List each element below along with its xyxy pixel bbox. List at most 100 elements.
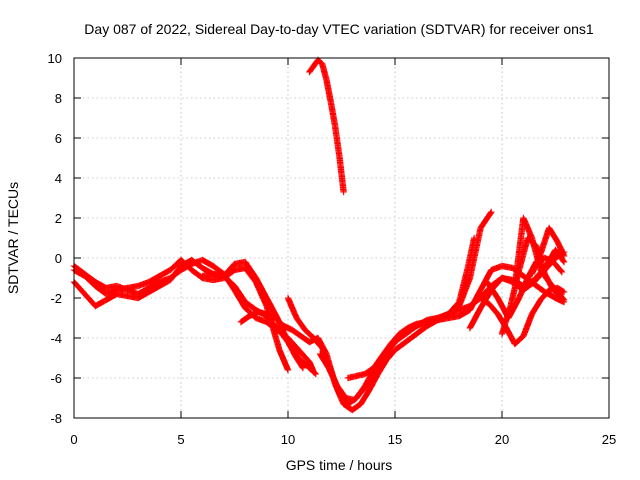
y-tick-label: -8 <box>50 411 62 426</box>
data-point-segment <box>220 272 237 289</box>
data-point-segment <box>537 266 552 285</box>
data-series-track-15 <box>306 56 347 196</box>
data-point-segment <box>520 312 535 340</box>
data-point-segment <box>349 401 363 414</box>
data-point-segment <box>237 313 252 326</box>
data-point-segment <box>81 270 98 285</box>
y-tick-label: 4 <box>55 171 62 186</box>
data-point-segment <box>145 283 162 296</box>
data-point-segment <box>357 387 372 408</box>
y-tick-label: -2 <box>50 291 62 306</box>
data-point <box>340 188 347 196</box>
data-point-segment <box>135 285 151 298</box>
y-tick-label: 0 <box>55 251 62 266</box>
data-point-segment <box>199 256 216 269</box>
data-point-segment <box>327 98 339 128</box>
data-point-segment <box>289 326 304 339</box>
y-tick-label: 2 <box>55 211 62 226</box>
y-tick-label: -4 <box>50 331 62 346</box>
data-point-segment <box>351 387 366 404</box>
data-point <box>560 296 568 304</box>
y-axis-label: SDTVAR / TECUs <box>5 182 21 294</box>
y-tick-label: 10 <box>48 51 62 66</box>
data-point-segment <box>284 338 302 361</box>
axis-ticks: 0 5 10 15 20 25 -8 -6 -4 -2 0 2 4 6 8 10 <box>48 51 617 447</box>
x-tick-label: 20 <box>495 432 509 447</box>
data-point-segment <box>456 307 472 320</box>
data-point-segment <box>314 56 325 67</box>
data-point-segment <box>528 252 544 278</box>
x-tick-label: 25 <box>602 432 616 447</box>
data-point-segment <box>552 246 567 265</box>
x-tick-label: 10 <box>281 432 295 447</box>
data-point-segment <box>368 361 383 382</box>
data-point-segment <box>242 298 259 313</box>
data-point-segment <box>550 258 565 275</box>
data-point-segment <box>336 152 347 194</box>
data-point-segment <box>554 238 567 258</box>
data-point-segment <box>391 339 408 354</box>
data-point-segment <box>545 224 561 245</box>
data-point-segment <box>274 324 291 345</box>
data-point-segment <box>306 63 317 76</box>
data-point-segment <box>466 226 484 282</box>
data-point-segment <box>515 276 531 302</box>
data-point-segment <box>396 327 411 340</box>
x-axis-label: GPS time / hours <box>286 457 393 473</box>
data-point-segment <box>464 236 478 272</box>
data-point-segment <box>483 278 501 301</box>
data-point-segment <box>325 364 340 389</box>
data-point-segment <box>331 122 343 158</box>
data-point-segment <box>520 214 535 240</box>
data-point-segment <box>374 357 389 378</box>
x-tick-label: 5 <box>177 432 184 447</box>
y-tick-label: 8 <box>55 91 62 106</box>
data-point-segment <box>167 257 184 274</box>
data-point-segment <box>293 314 308 333</box>
data-point-segment <box>486 300 501 317</box>
data-point-segment <box>295 346 312 365</box>
data-point-segment <box>413 323 430 338</box>
data-point <box>560 258 568 266</box>
data-point <box>299 364 307 372</box>
data-point-segment <box>359 375 374 394</box>
y-tick-label: -6 <box>50 371 62 386</box>
data-point-segment <box>477 209 494 232</box>
data-point-segment <box>92 278 109 291</box>
data-point-segment <box>156 267 173 280</box>
data-point-segment <box>102 291 119 304</box>
data-point-segment <box>81 290 98 309</box>
data-point-segment <box>370 353 385 372</box>
data-point-segment <box>361 365 376 378</box>
data-point-segment <box>528 297 544 318</box>
data-point <box>560 252 568 260</box>
data-series-track-14 <box>528 224 568 278</box>
data-point-segment <box>537 287 552 304</box>
data-point-segment <box>498 304 514 338</box>
data-point-segment <box>466 287 484 314</box>
data-point <box>284 366 292 374</box>
data-point-segment <box>167 267 184 282</box>
y-tick-label: 6 <box>55 131 62 146</box>
x-tick-label: 0 <box>70 432 77 447</box>
data-point-segment <box>554 288 567 303</box>
chart-title: Day 087 of 2022, Sidereal Day-to-day VTE… <box>84 21 594 37</box>
data-point-segment <box>310 334 325 351</box>
data-point-segment <box>231 282 248 305</box>
data-point-segment <box>477 294 492 307</box>
data-point-segment <box>456 266 471 306</box>
data-point-segment <box>242 258 259 281</box>
data-point-segment <box>383 347 398 364</box>
data-point-segment <box>301 326 316 341</box>
data-point <box>470 234 478 242</box>
data-point-segment <box>284 294 300 320</box>
data-point <box>558 268 566 276</box>
data-point-segment <box>334 382 349 401</box>
data-point-segment <box>316 350 332 371</box>
data-point-segment <box>366 371 381 394</box>
data-point <box>312 370 320 378</box>
data-point-segment <box>92 297 109 310</box>
data-point-segment <box>545 278 561 295</box>
data-point-segment <box>252 274 270 301</box>
